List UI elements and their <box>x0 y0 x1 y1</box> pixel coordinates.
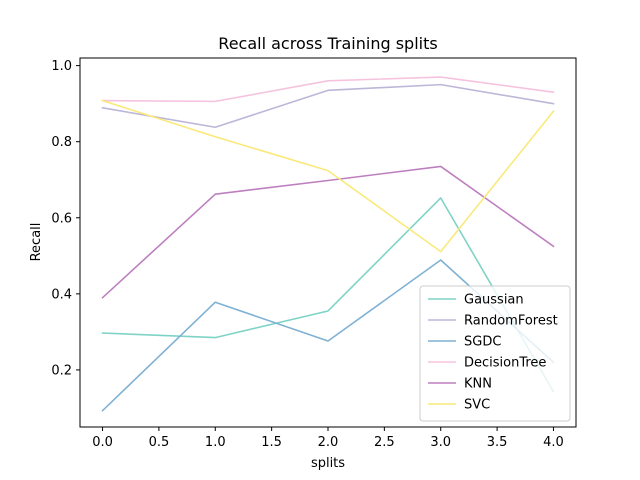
legend-label-decisiontree: DecisionTree <box>464 356 546 371</box>
legend-label-gaussian: Gaussian <box>464 293 524 308</box>
y-tick-label: 0.4 <box>51 287 72 302</box>
legend-label-sgdc: SGDC <box>464 335 501 350</box>
y-axis-label: Recall <box>29 223 44 262</box>
y-tick-label: 1.0 <box>51 59 72 74</box>
x-tick-label: 0.0 <box>92 435 113 450</box>
chart-legend: Gaussian RandomForest SGDC DecisionTree KNN S… <box>420 286 570 421</box>
x-tick-label: 0.5 <box>149 435 170 450</box>
x-tick-label: 2.0 <box>318 435 339 450</box>
x-axis-label: splits <box>311 456 345 471</box>
legend-label-svc: SVC <box>464 398 490 413</box>
y-tick-label: 0.6 <box>51 211 72 226</box>
legend-label-randomforest: RandomForest <box>464 314 558 329</box>
x-tick-label: 3.5 <box>487 435 508 450</box>
x-tick-label: 2.5 <box>374 435 395 450</box>
x-tick-label: 1.0 <box>205 435 226 450</box>
chart-title: Recall across Training splits <box>218 34 437 53</box>
x-tick-label: 3.0 <box>430 435 451 450</box>
x-tick-label: 4.0 <box>543 435 564 450</box>
y-tick-label: 0.2 <box>51 363 72 378</box>
legend-label-knn: KNN <box>464 377 492 392</box>
y-tick-label: 0.8 <box>51 135 72 150</box>
x-tick-label: 1.5 <box>261 435 282 450</box>
